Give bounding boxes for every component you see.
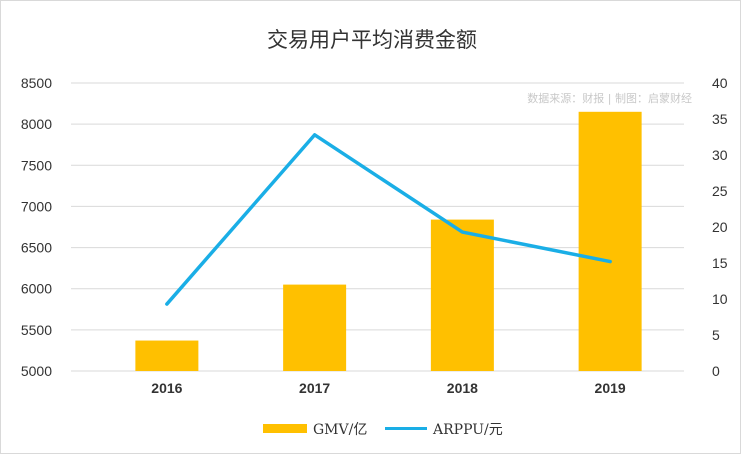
left-axis-tick: 8000: [21, 116, 52, 132]
right-axis-tick: 40: [712, 75, 728, 91]
right-axis-tick: 15: [712, 255, 728, 271]
x-axis-tick: 2017: [299, 380, 330, 396]
legend-bar-label: GMV/亿: [313, 422, 367, 438]
left-axis-tick: 6000: [21, 281, 52, 297]
right-axis-tick: 0: [712, 363, 720, 379]
right-axis-tick: 5: [712, 327, 720, 343]
x-axis-tick: 2019: [595, 380, 626, 396]
right-axis-ticks: 0 5 10 15 20 25 30 35 40: [712, 75, 728, 379]
line-point-2018: [460, 230, 464, 234]
bar-2017: [283, 284, 347, 371]
line-point-2016: [165, 302, 169, 306]
x-axis-ticks: 2016 2017 2018 2019: [151, 380, 626, 396]
arppu-line: [165, 133, 612, 306]
line-series: [165, 133, 612, 306]
left-axis-tick: 5000: [21, 363, 52, 379]
left-axis-tick: 5500: [21, 322, 52, 338]
bar-2019: [578, 111, 642, 372]
right-axis-tick: 30: [712, 147, 728, 163]
bar-series: [135, 111, 642, 372]
legend: GMV/亿 ARPPU/元: [263, 422, 503, 438]
left-axis-tick: 7500: [21, 157, 52, 173]
left-axis-tick: 7000: [21, 198, 52, 214]
line-point-2019: [608, 260, 612, 264]
legend-bar-swatch: [263, 424, 307, 433]
left-axis-tick: 6500: [21, 240, 52, 256]
right-axis-tick: 20: [712, 219, 728, 235]
bar-2018: [430, 219, 494, 371]
bar-2016: [135, 340, 199, 371]
right-axis-tick: 25: [712, 183, 728, 199]
gridlines: [71, 82, 684, 372]
right-axis-tick: 10: [712, 291, 728, 307]
line-point-2017: [313, 133, 317, 137]
left-axis-ticks: 5000 5500 6000 6500 7000 7500 8000 8500: [21, 75, 52, 379]
right-axis-tick: 35: [712, 111, 728, 127]
left-axis-tick: 8500: [21, 75, 52, 91]
source-note: 数据来源：财报 | 制图：启蒙财经: [527, 91, 692, 105]
x-axis-tick: 2018: [447, 380, 478, 396]
x-axis-tick: 2016: [151, 380, 182, 396]
chart-title: 交易用户平均消费金额: [267, 28, 477, 52]
legend-line-label: ARPPU/元: [432, 422, 503, 438]
